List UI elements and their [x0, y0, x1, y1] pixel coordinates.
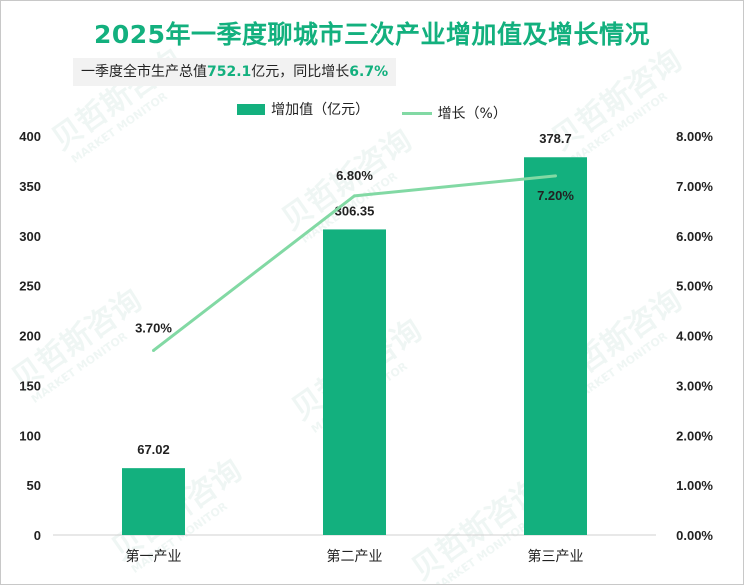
- legend-item-line: 增长（%）: [401, 103, 507, 123]
- legend-label-line: 增长（%）: [437, 106, 507, 122]
- subtitle-prefix: 一季度全市生产总值: [81, 64, 207, 80]
- category-label: 第一产业: [126, 548, 182, 565]
- left-tick-label: 50: [27, 478, 41, 493]
- bar-value-label: 67.02: [137, 442, 170, 457]
- right-axis: 0.00% 1.00% 2.00% 3.00% 4.00% 5.00% 6.00% 7.00%…: [676, 129, 713, 543]
- left-axis: 0 50 100 150 200 250 300 350 400: [19, 129, 41, 543]
- left-tick-label: 400: [19, 129, 41, 144]
- right-tick-label: 2.00%: [676, 428, 713, 443]
- left-tick-label: 200: [19, 329, 41, 344]
- growth-point: [152, 348, 155, 352]
- right-tick-label: 7.00%: [676, 179, 713, 194]
- right-tick-label: 4.00%: [676, 329, 713, 344]
- line-series: 3.70% 6.80% 7.20%: [135, 168, 574, 352]
- legend-item-bar: 增加值（亿元）: [237, 99, 369, 119]
- subtitle-banner: 一季度全市生产总值752.1亿元，同比增长6.7%: [73, 58, 397, 86]
- legend-swatch-line: [401, 111, 432, 115]
- legend-label-bar: 增加值（亿元）: [271, 102, 370, 118]
- growth-value-label: 3.70%: [135, 320, 172, 335]
- growth-value: 6.7%: [349, 64, 389, 80]
- subtitle-middle: 亿元，同比增长: [251, 64, 350, 80]
- right-tick-label: 8.00%: [676, 129, 713, 144]
- left-tick-label: 350: [19, 179, 41, 194]
- left-tick-label: 300: [19, 229, 41, 244]
- bar-value-label: 306.35: [335, 203, 375, 218]
- gdp-value: 752.1: [207, 64, 252, 80]
- right-tick-label: 0.00%: [676, 528, 713, 543]
- left-tick-label: 100: [19, 428, 41, 443]
- left-tick-label: 0: [34, 528, 41, 543]
- category-labels: 第一产业 第二产业 第三产业: [126, 548, 584, 565]
- growth-value-label: 6.80%: [336, 168, 373, 183]
- bar: [524, 157, 587, 535]
- growth-point: [353, 194, 356, 198]
- bar-series: 67.02 306.35 378.7: [122, 131, 587, 535]
- left-tick-label: 250: [19, 279, 41, 294]
- legend-swatch-bar: [237, 103, 266, 115]
- right-tick-label: 5.00%: [676, 279, 713, 294]
- right-tick-label: 3.00%: [676, 378, 713, 393]
- category-label: 第三产业: [528, 548, 584, 565]
- bar: [122, 468, 185, 535]
- growth-point: [554, 174, 557, 178]
- legend: 增加值（亿元） 增长（%）: [1, 99, 743, 123]
- bar-value-label: 378.7: [539, 131, 572, 146]
- growth-value-label: 7.20%: [537, 188, 574, 203]
- left-tick-label: 150: [19, 378, 41, 393]
- bar: [323, 229, 386, 535]
- category-label: 第二产业: [327, 548, 383, 565]
- right-tick-label: 1.00%: [676, 478, 713, 493]
- chart-title: 2025年一季度聊城市三次产业增加值及增长情况: [93, 20, 651, 49]
- right-tick-label: 6.00%: [676, 229, 713, 244]
